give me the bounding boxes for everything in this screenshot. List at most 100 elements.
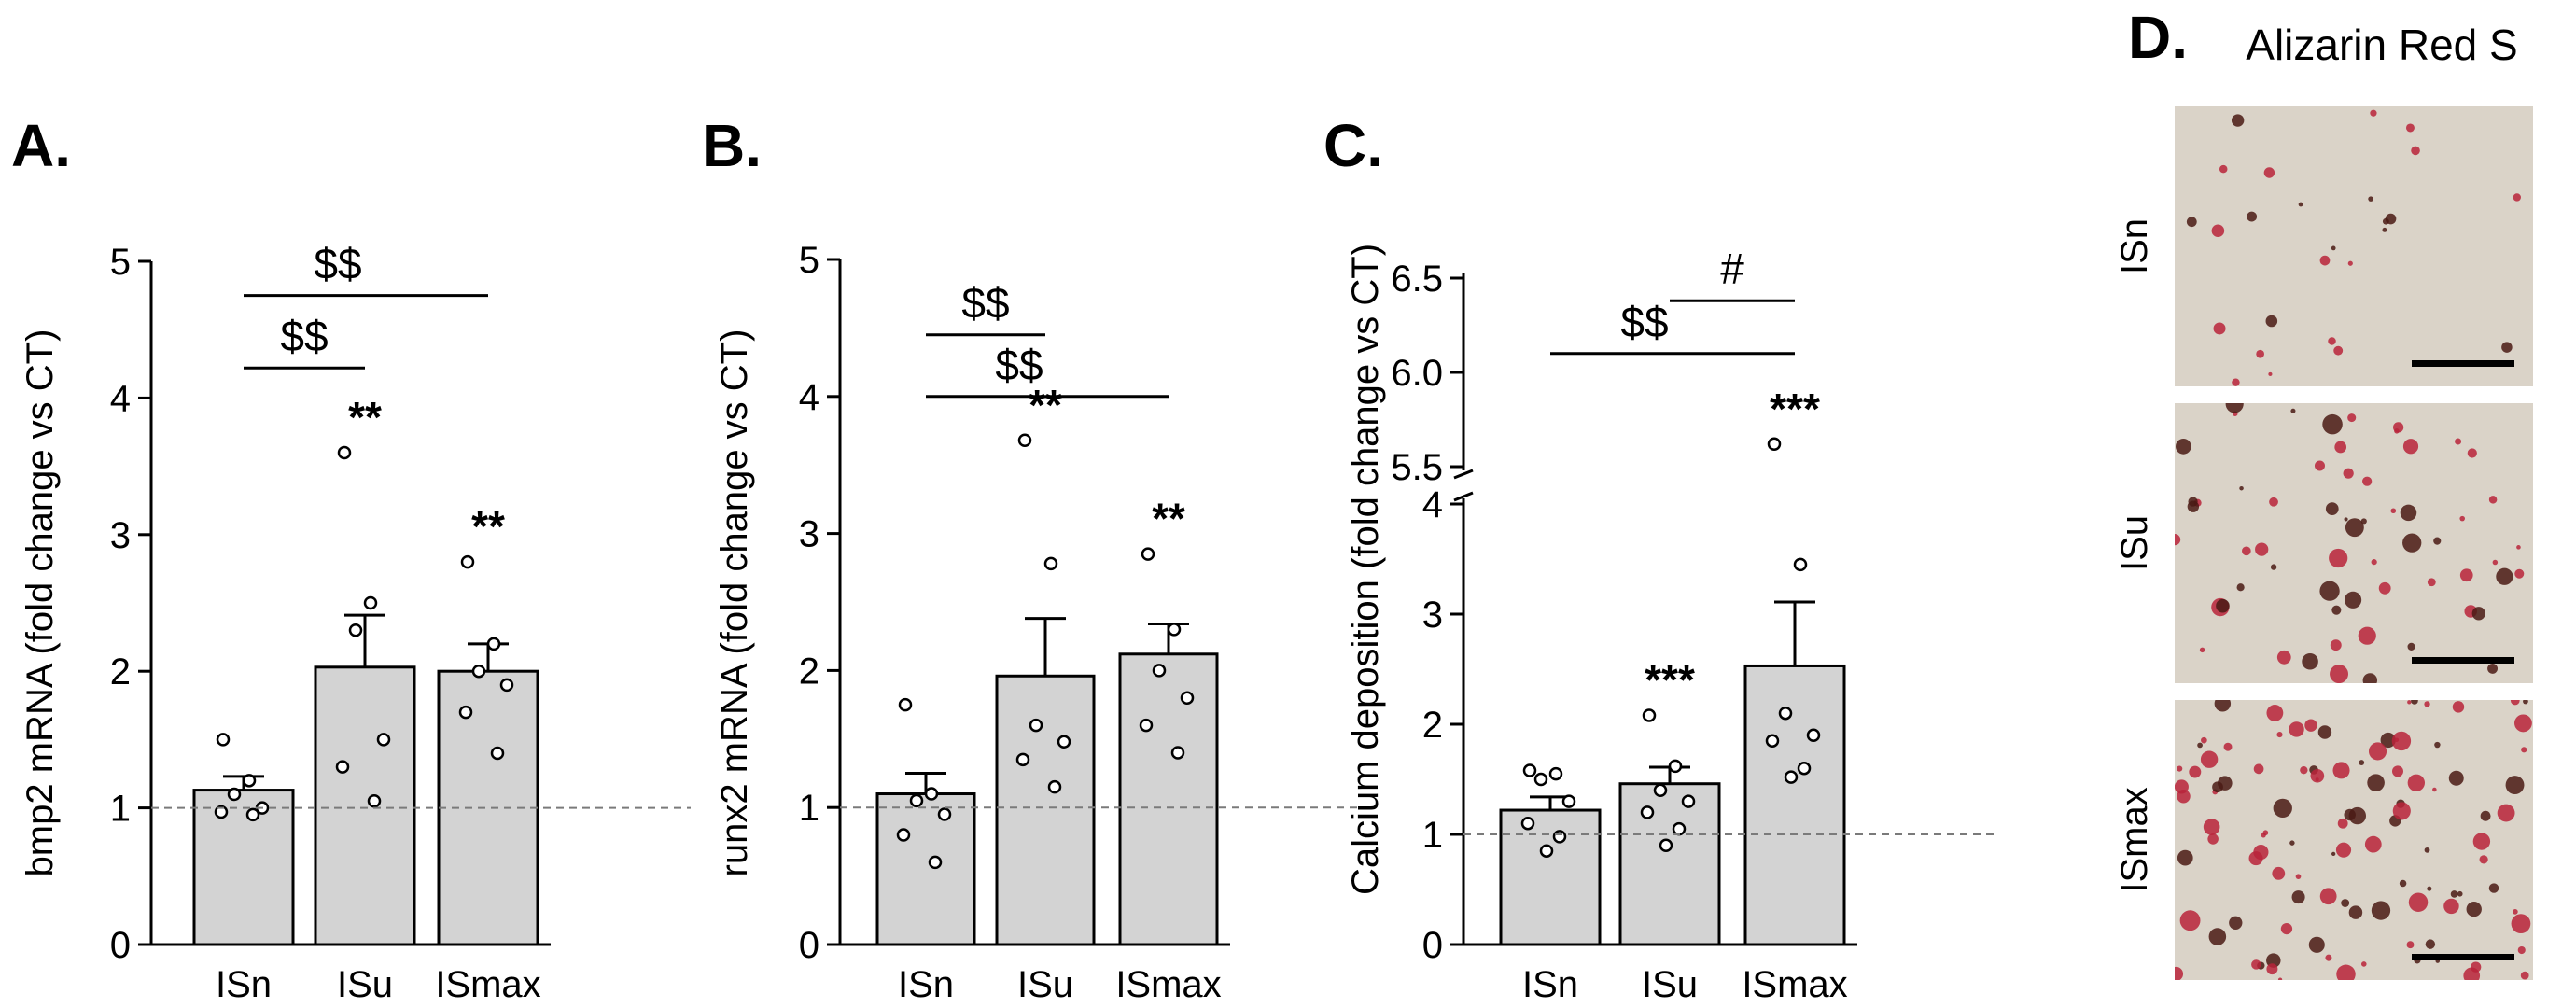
data-point <box>1673 823 1685 834</box>
data-point <box>1655 785 1666 796</box>
stain-spot <box>2428 578 2436 586</box>
stain-spot <box>2406 123 2415 132</box>
data-point <box>1541 846 1552 857</box>
stain-spot <box>2254 764 2264 775</box>
data-point <box>1795 559 1806 570</box>
data-point <box>462 556 473 567</box>
stain-spot <box>2177 790 2190 803</box>
data-point <box>378 734 389 745</box>
data-point <box>1644 710 1655 721</box>
stain-spot <box>2361 961 2367 967</box>
stain-spot <box>2216 599 2230 613</box>
stain-spot <box>2276 732 2282 737</box>
stain-spot <box>2261 833 2266 837</box>
bar <box>194 791 293 945</box>
stain-spot <box>2237 583 2245 591</box>
stain-spot <box>2207 833 2219 845</box>
y-axis-label: Calcium deposition (fold change vs CT) <box>1345 244 1386 895</box>
y-tick-label: 2 <box>799 651 819 692</box>
data-point <box>898 830 909 841</box>
y-tick-label: 1 <box>799 788 819 829</box>
significance-label: ** <box>1152 495 1185 543</box>
stain-spot <box>2229 917 2242 930</box>
x-tick-label: ISn <box>216 964 272 1005</box>
stain-spot <box>2256 350 2264 358</box>
stain-spot <box>2331 246 2336 251</box>
stain-spot <box>2347 413 2356 422</box>
data-point <box>1780 707 1791 719</box>
bar <box>1501 810 1600 945</box>
data-point <box>1019 435 1030 446</box>
stain-spot <box>2251 959 2261 969</box>
stain-spot <box>2348 261 2353 266</box>
stain-spot <box>2266 315 2278 328</box>
stain-spot <box>2426 939 2435 948</box>
stain-spot <box>2204 819 2220 835</box>
stain-spot <box>2333 346 2343 356</box>
stain-spot <box>2369 742 2387 760</box>
stain-spot <box>2278 977 2282 981</box>
stain-spot <box>2403 439 2418 454</box>
stain-spot <box>2467 902 2482 917</box>
stain-spot <box>2281 923 2292 934</box>
stain-spot <box>2345 518 2364 537</box>
micrograph-isu <box>2169 395 2533 687</box>
stain-spot <box>2289 840 2294 845</box>
stain-spot <box>2460 568 2473 581</box>
y-tick-label: 1 <box>1422 815 1443 856</box>
stain-spot <box>2501 342 2512 352</box>
panel-letter: C. <box>1323 112 1383 179</box>
comparison-label: $$ <box>314 240 361 288</box>
stain-spot <box>2408 775 2425 791</box>
chart-panel-a: A. bmp2 mRNA (fold change vs CT) 0 1 2 3 4 5 ISn… <box>11 112 691 1005</box>
data-point <box>1550 768 1561 779</box>
y-tick-label: 2 <box>1422 705 1443 746</box>
x-tick-label: ISu <box>337 964 393 1005</box>
stain-spot <box>2386 214 2397 225</box>
stain-spot <box>2443 899 2458 914</box>
stain-spot <box>2328 337 2336 345</box>
stain-spot <box>2472 607 2485 620</box>
significance-label: *** <box>1770 385 1820 433</box>
panel-d-micrographs: D. Alizarin Red SISnISuISmax <box>2114 4 2533 984</box>
scale-bar <box>2412 657 2514 664</box>
stain-spot <box>2471 962 2481 973</box>
stain-spot <box>2395 738 2399 742</box>
stain-spot <box>2453 701 2464 712</box>
stain-spot <box>2344 517 2347 521</box>
bar <box>315 667 414 945</box>
stain-spot <box>2411 147 2420 156</box>
significance-label: *** <box>1645 656 1695 705</box>
data-point <box>1785 772 1797 783</box>
stain-spot <box>2521 972 2529 980</box>
stain-spot <box>2338 819 2348 829</box>
significance-label: ** <box>471 502 505 551</box>
y-tick-label: 6.5 <box>1391 259 1443 300</box>
data-point <box>217 734 229 745</box>
data-point <box>244 775 255 786</box>
stain-spot <box>2457 891 2463 897</box>
y-tick-label: 5.5 <box>1391 447 1443 488</box>
stain-spot <box>2459 516 2465 522</box>
micrograph-label: ISmax <box>2114 787 2155 892</box>
data-point <box>1049 781 1060 792</box>
stain-spot <box>2277 651 2291 665</box>
stain-spot <box>2345 592 2361 609</box>
stain-spot <box>2319 581 2339 601</box>
data-point <box>337 762 348 773</box>
stain-spot <box>2363 673 2377 687</box>
data-point <box>1141 720 1152 731</box>
data-point <box>1017 754 1029 765</box>
x-tick-label: ISmax <box>435 964 540 1005</box>
stain-spot <box>2402 533 2421 552</box>
stain-spot <box>2320 256 2331 266</box>
stain-spot <box>2362 477 2372 486</box>
micrograph-ismax <box>2169 695 2533 984</box>
stain-spot <box>2368 196 2373 202</box>
y-tick-label: 2 <box>110 651 131 693</box>
micrograph-label: ISn <box>2114 218 2155 274</box>
stain-spot <box>2344 469 2354 479</box>
data-point <box>1642 806 1653 818</box>
stain-spot <box>2451 890 2458 898</box>
stain-spot <box>2212 224 2225 237</box>
